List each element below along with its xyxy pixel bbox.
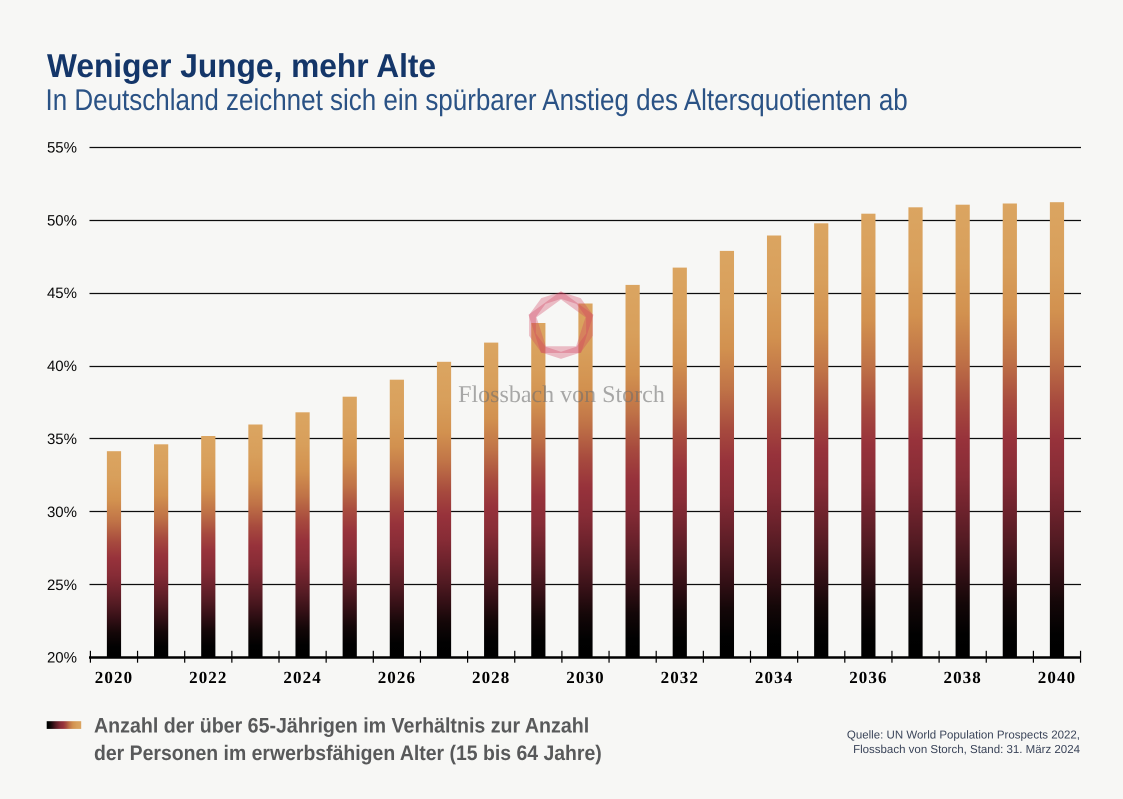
svg-text:25%: 25% bbox=[47, 577, 77, 594]
svg-text:2026: 2026 bbox=[378, 668, 416, 687]
svg-text:der Personen im erwerbsfähigen: der Personen im erwerbsfähigen Alter (15… bbox=[94, 742, 602, 765]
svg-text:2040: 2040 bbox=[1038, 668, 1076, 687]
svg-text:40%: 40% bbox=[47, 358, 77, 375]
svg-text:Quelle: UN World Population Pr: Quelle: UN World Population Prospects 20… bbox=[847, 730, 1080, 742]
svg-text:Flossbach von Storch: Flossbach von Storch bbox=[458, 382, 665, 408]
svg-text:2032: 2032 bbox=[661, 668, 699, 687]
svg-text:55%: 55% bbox=[47, 139, 77, 156]
svg-text:45%: 45% bbox=[47, 285, 77, 302]
svg-text:2036: 2036 bbox=[849, 668, 887, 687]
svg-text:30%: 30% bbox=[47, 504, 77, 521]
svg-text:2028: 2028 bbox=[472, 668, 510, 687]
svg-text:2024: 2024 bbox=[283, 668, 321, 687]
svg-text:35%: 35% bbox=[47, 431, 77, 448]
svg-text:2038: 2038 bbox=[943, 668, 981, 687]
svg-text:20%: 20% bbox=[47, 650, 77, 667]
svg-text:50%: 50% bbox=[47, 212, 77, 229]
svg-text:2034: 2034 bbox=[755, 668, 793, 687]
svg-text:In Deutschland zeichnet sich e: In Deutschland zeichnet sich ein spürbar… bbox=[46, 84, 908, 117]
svg-text:2030: 2030 bbox=[566, 668, 604, 687]
svg-text:2020: 2020 bbox=[95, 668, 133, 687]
svg-text:2022: 2022 bbox=[189, 668, 227, 687]
svg-text:Flossbach von Storch, Stand: 3: Flossbach von Storch, Stand: 31. März 20… bbox=[853, 744, 1081, 756]
svg-text:Anzahl der über 65-Jährigen im: Anzahl der über 65-Jährigen im Verhältni… bbox=[94, 714, 589, 737]
svg-text:Weniger Junge, mehr Alte: Weniger Junge, mehr Alte bbox=[47, 47, 436, 84]
